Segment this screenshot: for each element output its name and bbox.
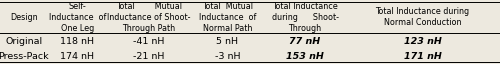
Text: 123 nH: 123 nH	[404, 37, 442, 46]
Text: Total        Mutual
Inductance of Shoot-
Through Path: Total Mutual Inductance of Shoot- Throug…	[107, 2, 190, 33]
Text: -41 nH: -41 nH	[133, 37, 164, 46]
Text: -21 nH: -21 nH	[133, 52, 164, 61]
Text: 118 nH: 118 nH	[60, 37, 94, 46]
Text: 153 nH: 153 nH	[286, 52, 324, 61]
Text: Total Inductance
during      Shoot-
Through: Total Inductance during Shoot- Through	[272, 2, 338, 33]
Text: -3 nH: -3 nH	[215, 52, 240, 61]
Text: 171 nH: 171 nH	[404, 52, 442, 61]
Text: Original: Original	[5, 37, 43, 46]
Text: Total  Mutual
Inductance  of
Normal Path: Total Mutual Inductance of Normal Path	[199, 2, 256, 33]
Text: Total Inductance during
Normal Conduction: Total Inductance during Normal Conductio…	[376, 7, 470, 27]
Text: Self-
Inductance  of
One Leg: Self- Inductance of One Leg	[49, 2, 106, 33]
Text: 5 nH: 5 nH	[216, 37, 238, 46]
Text: Press-Pack: Press-Pack	[0, 52, 49, 61]
Text: Design: Design	[10, 13, 38, 22]
Text: 77 nH: 77 nH	[290, 37, 320, 46]
Text: 174 nH: 174 nH	[60, 52, 94, 61]
